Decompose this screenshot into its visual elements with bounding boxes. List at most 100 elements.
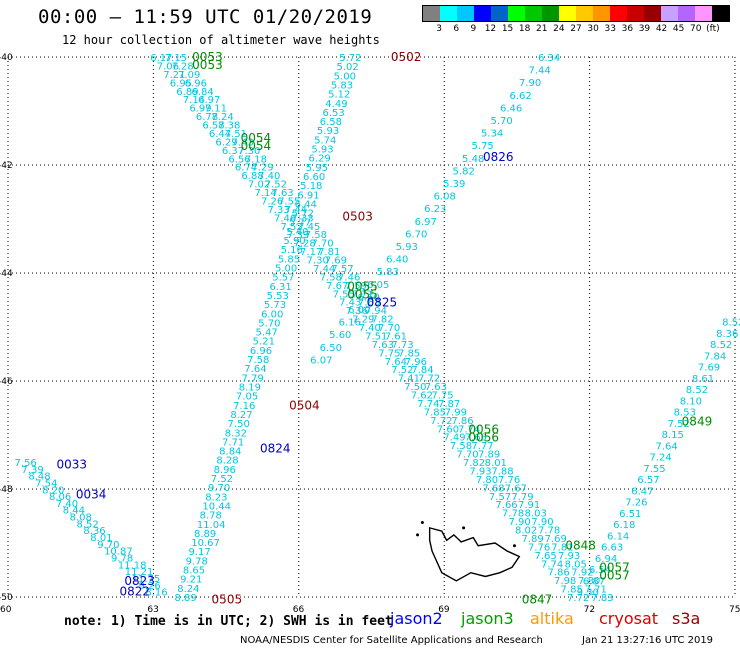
wave-height-value: 10.67: [191, 538, 220, 549]
wave-height-value: 8.02: [515, 526, 537, 537]
wave-height-value: 7.72: [430, 416, 452, 427]
wave-height-value: 7.26: [261, 196, 283, 207]
wave-height-value: 5.73: [264, 300, 286, 311]
wave-height-value: 7.72: [567, 593, 589, 604]
wave-height-value: 7.09: [178, 70, 200, 81]
wave-height-value: 10.44: [202, 501, 231, 512]
wave-height-value: 5.40: [286, 227, 308, 238]
wave-height-value: 5.34: [481, 129, 503, 140]
wave-height-value: 7.21: [163, 70, 185, 81]
wave-height-value: 8.08: [70, 513, 92, 524]
wave-height-value: 5.72: [292, 209, 314, 220]
islet: [420, 520, 424, 524]
wave-height-value: 7.49: [443, 433, 465, 444]
wave-height-value: 6.62: [510, 91, 532, 102]
legend-swatch: [576, 6, 593, 21]
pass-label: 0847: [522, 593, 553, 607]
wave-height-value: 7.62: [411, 391, 433, 402]
wave-height-value: 7.36: [346, 306, 368, 317]
wave-height-value: 5.21: [253, 337, 275, 348]
wave-height-value: 8.03: [525, 509, 547, 520]
pass-label: 0053: [192, 50, 223, 64]
wave-height-value: 8.89: [194, 529, 216, 540]
wave-height-value: 7.79: [511, 492, 533, 503]
wave-height-value: 7.74: [417, 399, 439, 410]
wave-height-value: 7.11: [205, 104, 227, 115]
wave-height-value: 7.80: [476, 475, 498, 486]
wave-height-value: 8.89: [174, 593, 196, 604]
wave-height-value: 7.85: [398, 348, 420, 359]
wave-height-value: 7.76: [498, 475, 520, 486]
wave-height-value: 7.46: [274, 213, 296, 224]
wave-height-value: 8.28: [216, 456, 238, 467]
wave-height-value: 8.44: [63, 506, 85, 517]
wave-height-value: 5.53: [267, 291, 289, 302]
wave-height-value: 5.83: [377, 267, 399, 278]
wave-height-value: 8.05: [565, 559, 587, 570]
wave-height-value: 5.93: [311, 145, 333, 156]
wave-height-value: 7.85: [424, 407, 446, 418]
legend-tick-label: 3: [436, 24, 442, 34]
wave-height-value: 6.53: [323, 108, 345, 119]
wave-height-value: 9.26: [139, 581, 161, 592]
wave-height-value: 10.87: [104, 547, 133, 558]
pass-label: 0056: [468, 423, 499, 437]
pass-label: 0056: [468, 431, 499, 445]
credit-line: NOAA/NESDIS Center for Satellite Applica…: [240, 635, 543, 646]
pass-label: 0054: [241, 131, 272, 145]
wave-height-value: 5.90: [283, 236, 305, 247]
wave-height-value: 7.43: [339, 298, 361, 309]
wave-height-value: 8.53: [674, 408, 696, 419]
legend-tick-label: 9: [470, 24, 477, 34]
kerguelen-island: [416, 520, 521, 582]
wave-height-value: 7.24: [649, 453, 671, 464]
wave-height-value: 6.50: [320, 343, 342, 354]
wave-height-value: 6.08: [434, 192, 456, 203]
wave-height-value: 7.56: [15, 458, 37, 469]
y-tick-label: -50: [0, 593, 13, 603]
color-legend: 3 6 9 12 15 18 21 24 27 30 33 36 39 42 45 70 (ft): [422, 5, 730, 36]
pass-label: 0822: [119, 585, 150, 599]
wave-height-value: 7.29: [352, 315, 374, 326]
wave-height-value: 7.70: [378, 323, 400, 334]
wave-height-value: 7.82: [463, 458, 485, 469]
pass-label: 0055: [347, 288, 378, 302]
sat-s3a: s3a: [672, 609, 701, 628]
wave-height-value: 6.00: [261, 309, 283, 320]
wave-height-value: 7.92: [571, 568, 593, 579]
islet: [416, 533, 420, 537]
wave-height-value: 6.00: [348, 305, 370, 316]
wave-height-value: 6.58: [202, 121, 224, 132]
wave-height-value: 7.26: [625, 498, 647, 509]
wave-height-value: 7.63: [271, 188, 293, 199]
legend-tick-label: (ft): [706, 24, 720, 34]
wave-height-value: 6.57: [637, 475, 659, 486]
wave-height-value: 6.16: [339, 318, 361, 329]
wave-height-value: 8.19: [239, 382, 261, 393]
pass-label: 0505: [212, 593, 243, 607]
wave-height-value: 7.52: [265, 180, 287, 191]
wave-height-value: 8.52: [722, 318, 740, 329]
legend-swatch: [440, 6, 457, 21]
wave-height-value: 8.78: [200, 511, 222, 522]
wave-height-value: 6.40: [386, 255, 408, 266]
wave-height-value: 6.74: [235, 163, 257, 174]
wave-height-value: 6.54: [589, 565, 611, 576]
pass-label: 0825: [367, 296, 398, 310]
wave-height-value: 8.16: [145, 588, 167, 599]
wave-height-value: 7.71: [222, 437, 244, 448]
wave-height-value: 7.69: [698, 363, 720, 374]
wave-height-value: 9.21: [180, 575, 202, 586]
legend-swatch: [678, 6, 695, 21]
legend-swatch: [644, 6, 661, 21]
x-tick-label: 60: [0, 605, 12, 615]
wave-height-value: 8.52: [686, 385, 708, 396]
wave-height-value: 7.50: [228, 419, 250, 430]
wave-height-value: 7.52: [281, 222, 303, 233]
wave-height-value: 7.40: [56, 499, 78, 510]
wave-height-value: 11.75: [132, 574, 161, 585]
wave-height-value: 6.37: [222, 146, 244, 157]
wave-height-value: 7.65: [534, 551, 556, 562]
legend-swatch: [491, 6, 508, 21]
wave-height-value: 7.38: [218, 121, 240, 132]
